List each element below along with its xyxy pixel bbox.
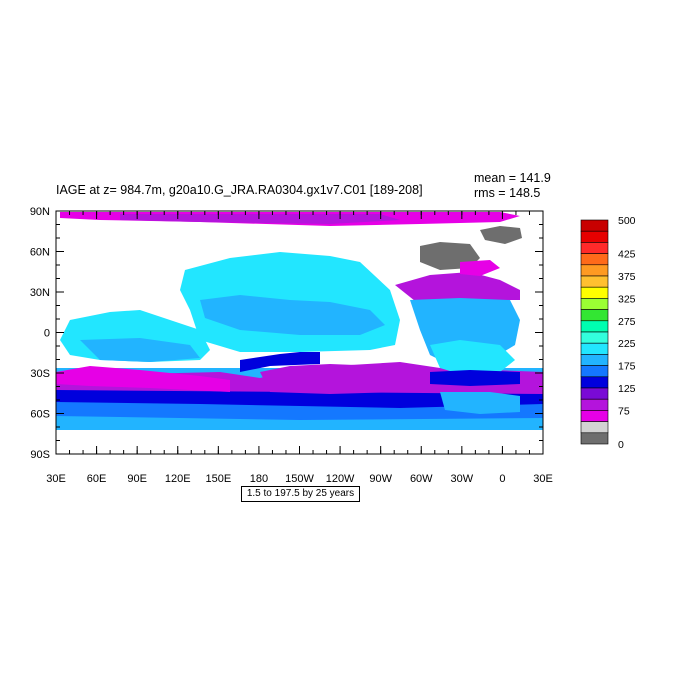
lat-label: 60N	[30, 247, 50, 259]
lon-label: 90E	[127, 473, 147, 485]
lat-label: 90N	[30, 206, 50, 218]
colorbar-swatch	[580, 365, 609, 378]
lon-label: 150E	[205, 473, 231, 485]
arctic-purple	[120, 214, 400, 224]
colorbar-swatch	[580, 410, 609, 422]
weddell-lightblue	[440, 392, 520, 414]
south-pacific-purple	[260, 364, 400, 394]
colorbar-swatch	[580, 342, 609, 355]
greenland-magenta	[460, 260, 500, 276]
colorbar-label: 425	[618, 249, 636, 261]
south-pacific-blue	[240, 352, 320, 372]
plot-title: IAGE at z= 984.7m, g20a10.G_JRA.RA0304.g…	[56, 183, 423, 197]
colorbar-label: 225	[618, 338, 636, 350]
map-axes: 90N 60N 30N 0 30S 60S 90S 30E 60E 90E 120E 150E 180 1…	[30, 206, 553, 485]
indian-south-magenta	[56, 366, 230, 392]
colorbar-swatch	[580, 421, 609, 434]
colorbar-label: 275	[618, 316, 636, 328]
pacific-lightblue	[200, 295, 385, 335]
lon-label: 90W	[369, 473, 392, 485]
colorbar-swatch	[580, 286, 609, 299]
lon-label: 60E	[87, 473, 107, 485]
lon-label: 150W	[285, 473, 314, 485]
lat-label: 90S	[30, 449, 50, 461]
lat-label: 0	[44, 328, 50, 340]
colorbar-swatch	[580, 376, 609, 389]
indian-lightblue	[80, 338, 200, 362]
contour-info-box: 1.5 to 197.5 by 25 years	[241, 486, 360, 502]
colorbar-label: 125	[618, 383, 636, 395]
colorbar-swatch	[580, 264, 609, 277]
rms-stat: rms = 148.5	[474, 186, 541, 200]
south-atlantic-blue	[430, 370, 520, 386]
ocean-field-layer	[56, 212, 543, 430]
colorbar-label: 0	[618, 439, 624, 451]
colorbar-label: 75	[618, 405, 630, 417]
colorbar-swatch	[580, 275, 609, 288]
colorbar-swatch	[580, 331, 609, 344]
colorbar-swatch	[580, 230, 609, 243]
lon-label: 30E	[46, 473, 66, 485]
lat-label: 30N	[30, 287, 50, 299]
lat-label: 30S	[30, 368, 50, 380]
colorbar-label: 175	[618, 361, 636, 373]
colorbar-label: 500	[618, 215, 636, 227]
colorbar-swatch	[580, 387, 609, 400]
colorbar-label: 325	[618, 293, 636, 305]
colorbar-swatch	[580, 219, 609, 232]
south-atlantic-cyan	[430, 340, 515, 374]
southern-band-midblue	[56, 402, 543, 420]
north-atlantic-purple	[395, 272, 520, 305]
lat-label: 60S	[30, 409, 50, 421]
colorbar-swatch	[580, 242, 609, 254]
lon-label: 180	[250, 473, 268, 485]
colorbar-swatch	[580, 320, 609, 333]
lon-label: 30E	[533, 473, 553, 485]
colorbar-label: 375	[618, 271, 636, 283]
lon-label: 120W	[326, 473, 355, 485]
lon-label: 120E	[165, 473, 191, 485]
mean-stat: mean = 141.9	[474, 171, 551, 185]
colorbar-swatch	[580, 354, 609, 366]
colorbar-swatch	[580, 398, 609, 411]
colorbar-swatch	[580, 309, 609, 322]
lon-label: 0	[499, 473, 505, 485]
colorbar-swatch	[580, 253, 609, 266]
nordic-gray	[480, 226, 522, 244]
lon-label: 60W	[410, 473, 433, 485]
colorbar: 500 425 375 325 275 225 175 125 75 0	[580, 215, 636, 451]
colorbar-swatch	[580, 298, 609, 310]
colorbar-swatch	[580, 432, 609, 445]
lon-label: 30W	[451, 473, 474, 485]
